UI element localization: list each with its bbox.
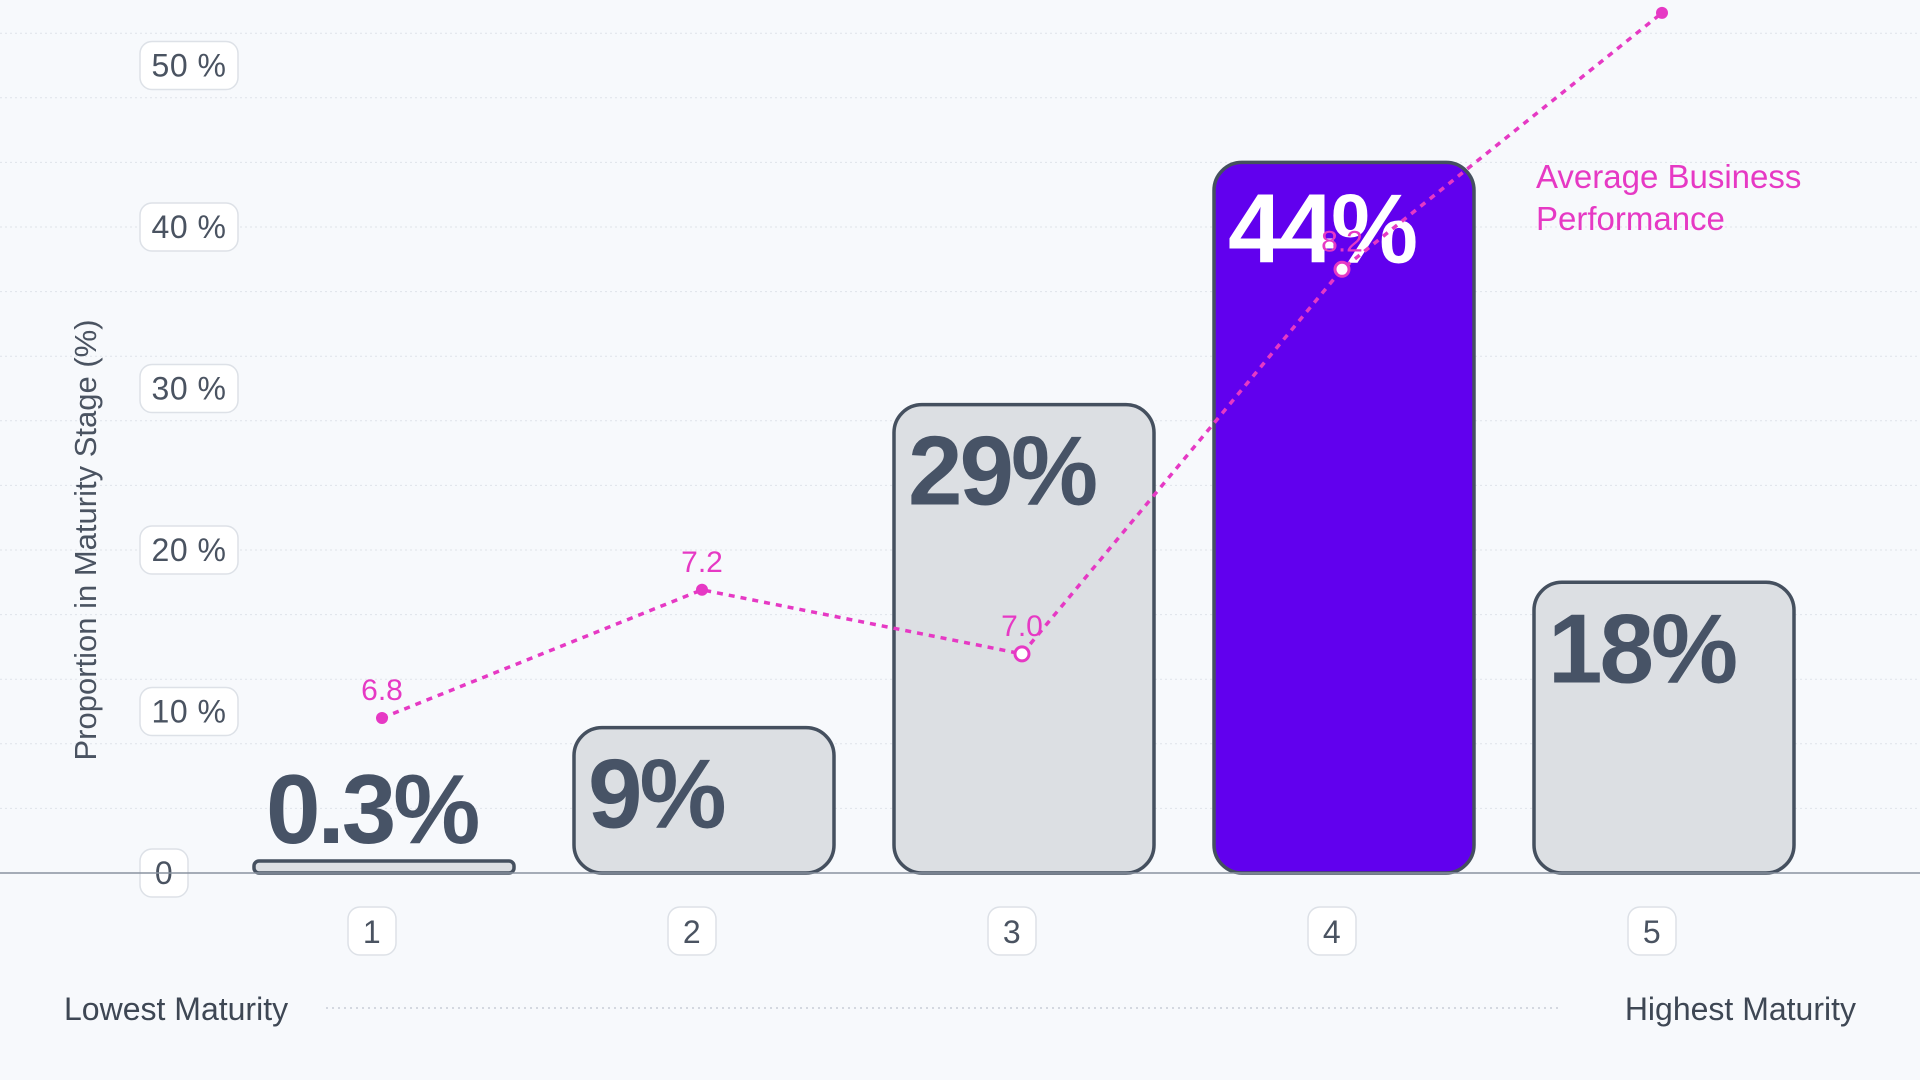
x-tick-label: 4: [1323, 914, 1341, 950]
bar-value-label: 29%: [908, 416, 1096, 526]
y-tick-label: 30 %: [152, 371, 227, 407]
performance-series: 6.8 7.2 7.0 8.2 9.0: [361, 0, 1683, 724]
y-axis-ticks: 010 %20 %30 %40 %50 %: [139, 40, 239, 898]
performance-point: [1656, 6, 1668, 19]
y-tick-pill: [139, 40, 239, 91]
performance-line: [381, 11, 1664, 720]
x-tick-pill: [1307, 906, 1357, 956]
performance-point: [376, 712, 388, 724]
performance-value-label: 8.2: [1321, 225, 1363, 258]
x-tick-pill: [1627, 906, 1677, 956]
x-axis-ticks: 1 2 3 4 5: [347, 906, 1677, 956]
y-tick-pill: [139, 525, 239, 575]
x-tick-label: 2: [683, 914, 701, 950]
performance-value-label: 6.8: [361, 674, 403, 707]
performance-legend-line-1: Average Business: [1536, 158, 1801, 195]
performance-legend: Average Business Performance: [1536, 158, 1811, 237]
y-tick-label: 20 %: [152, 532, 227, 568]
performance-value-label: 7.2: [681, 546, 723, 579]
y-tick-label: 40 %: [152, 209, 227, 245]
performance-value-label: 7.0: [1001, 610, 1043, 643]
performance-value-label: 9.0: [1641, 0, 1683, 2]
lowest-maturity-label: Lowest Maturity: [64, 991, 288, 1027]
x-tick-label: 5: [1643, 914, 1661, 950]
x-tick-pill: [347, 906, 397, 956]
performance-legend-line-2: Performance: [1536, 200, 1725, 237]
x-tick-pill: [667, 906, 717, 956]
bar-value-label: 18%: [1548, 593, 1736, 703]
bar-value-label: 44%: [1228, 173, 1416, 283]
bar-value-label: 0.3%: [266, 754, 478, 864]
x-tick-label: 1: [363, 914, 381, 950]
bar-value-label: 9%: [588, 739, 725, 849]
y-tick-pill: [139, 363, 239, 414]
bars: 0.3% 9% 29% 44% 18%: [252, 160, 1796, 875]
y-axis-label: Proportion in Maturity Stage (%): [68, 319, 103, 760]
x-tick-pill: [987, 906, 1037, 956]
highest-maturity-label: Highest Maturity: [1625, 991, 1856, 1027]
y-tick-pill: [139, 686, 239, 737]
y-tick-label: 50 %: [152, 48, 227, 84]
performance-point: [1333, 260, 1351, 278]
y-tick-pill: [139, 202, 239, 252]
performance-point: [696, 583, 708, 596]
x-tick-label: 3: [1003, 914, 1021, 950]
y-tick-label: 10 %: [152, 694, 227, 730]
performance-point: [1013, 645, 1031, 663]
